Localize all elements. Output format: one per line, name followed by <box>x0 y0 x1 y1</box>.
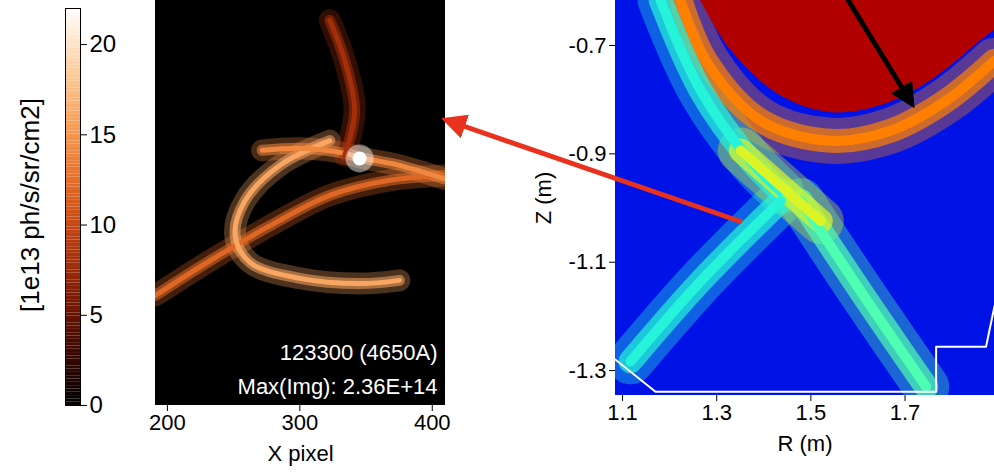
svg-text:Max(Img): 2.36E+14: Max(Img): 2.36E+14 <box>238 374 438 399</box>
svg-text:20: 20 <box>90 30 117 57</box>
svg-text:Z (m): Z (m) <box>531 172 556 225</box>
svg-text:X pixel: X pixel <box>267 441 333 466</box>
svg-text:-0.9: -0.9 <box>569 141 607 166</box>
svg-text:300: 300 <box>281 410 318 435</box>
svg-text:10: 10 <box>90 211 117 238</box>
svg-text:1.5: 1.5 <box>796 400 827 425</box>
svg-text:-0.7: -0.7 <box>569 33 607 58</box>
svg-text:R (m): R (m) <box>778 431 833 456</box>
svg-text:200: 200 <box>149 410 186 435</box>
svg-text:1.1: 1.1 <box>607 400 638 425</box>
svg-text:1.7: 1.7 <box>890 400 921 425</box>
svg-text:-1.3: -1.3 <box>569 358 607 383</box>
svg-text:123300 (4650A): 123300 (4650A) <box>280 340 438 365</box>
svg-text:5: 5 <box>90 301 103 328</box>
svg-text:-1.1: -1.1 <box>569 249 607 274</box>
html-text:[1e13 ph/s/sr/cm2]: [1e13 ph/s/sr/cm2] <box>14 98 45 312</box>
svg-text:15: 15 <box>90 120 117 147</box>
svg-text:400: 400 <box>414 410 451 435</box>
svg-text:0: 0 <box>90 391 103 418</box>
svg-text:1.3: 1.3 <box>701 400 732 425</box>
